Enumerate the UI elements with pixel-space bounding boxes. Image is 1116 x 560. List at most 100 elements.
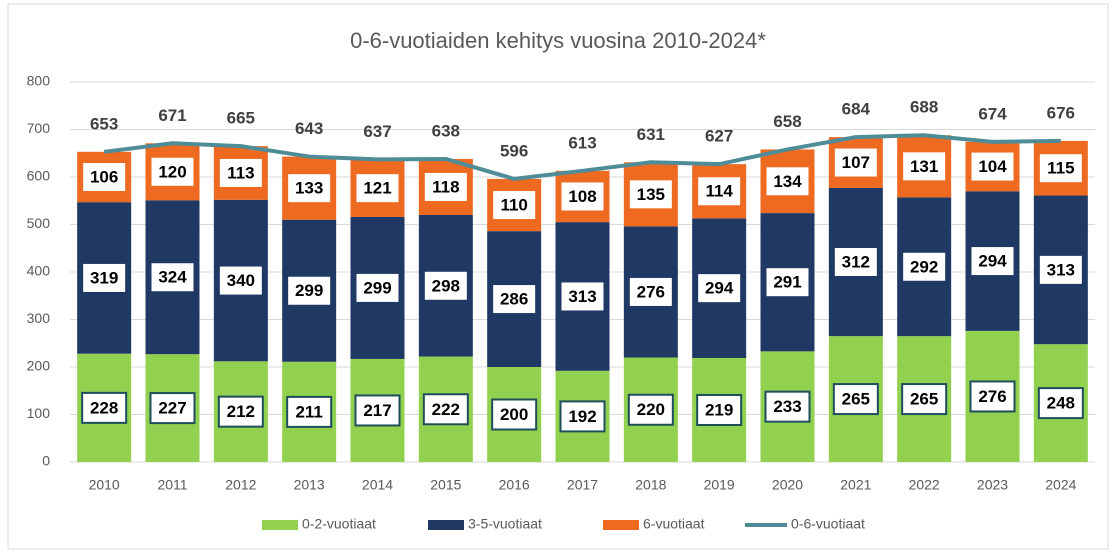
data-label-box xyxy=(422,170,469,203)
data-label-box xyxy=(354,394,401,427)
y-tick-label: 500 xyxy=(27,215,51,231)
data-label-box xyxy=(286,395,333,428)
data-label: 200 xyxy=(500,405,528,424)
data-label-box xyxy=(969,245,1016,278)
data-label: 631 xyxy=(637,125,665,144)
data-label: 233 xyxy=(773,397,801,416)
data-label-box xyxy=(559,280,606,313)
data-label: 228 xyxy=(90,398,118,417)
legend-label: 3-5-vuotiaat xyxy=(468,516,542,532)
data-label: 637 xyxy=(363,122,391,141)
data-label: 227 xyxy=(158,399,186,418)
data-label: 665 xyxy=(227,109,255,128)
data-label: 324 xyxy=(158,268,187,287)
data-label: 291 xyxy=(773,273,801,292)
x-tick-label: 2020 xyxy=(772,477,803,493)
data-label-box xyxy=(149,155,196,188)
x-tick-label: 2010 xyxy=(89,477,120,493)
x-tick-label: 2017 xyxy=(567,477,598,493)
data-label-box xyxy=(832,246,879,279)
data-label: 653 xyxy=(90,114,118,133)
data-label: 106 xyxy=(90,167,118,186)
chart-title: 0-6-vuotiaiden kehitys vuosina 2010-2024… xyxy=(350,28,766,53)
data-label: 613 xyxy=(568,133,596,152)
data-label-box xyxy=(422,269,469,302)
legend-swatch xyxy=(262,520,298,530)
x-tick-label: 2014 xyxy=(362,477,393,493)
data-label: 627 xyxy=(705,127,733,146)
data-label-box xyxy=(149,261,196,294)
data-label-box xyxy=(149,392,196,425)
data-label: 107 xyxy=(842,153,870,172)
data-label-box xyxy=(764,165,811,198)
data-label: 688 xyxy=(910,98,938,117)
data-label: 192 xyxy=(568,407,596,426)
data-label: 118 xyxy=(432,177,459,196)
x-tick-label: 2012 xyxy=(225,477,256,493)
y-tick-label: 400 xyxy=(27,263,51,279)
data-label-box xyxy=(354,172,401,205)
data-label: 319 xyxy=(90,268,118,287)
data-label: 658 xyxy=(773,112,801,131)
data-label-box xyxy=(491,398,538,431)
data-label: 684 xyxy=(842,100,871,119)
x-tick-label: 2015 xyxy=(430,477,461,493)
data-label: 276 xyxy=(978,387,1006,406)
data-label: 643 xyxy=(295,119,323,138)
data-label: 671 xyxy=(158,106,186,125)
data-label-box xyxy=(286,274,333,307)
x-tick-label: 2019 xyxy=(704,477,735,493)
data-label: 674 xyxy=(978,104,1007,123)
data-label: 596 xyxy=(500,141,528,160)
data-label: 638 xyxy=(432,121,460,140)
data-label: 298 xyxy=(432,276,460,295)
data-label: 217 xyxy=(363,401,391,420)
x-tick-label: 2018 xyxy=(635,477,666,493)
data-label: 104 xyxy=(978,157,1007,176)
data-label-box xyxy=(901,383,948,416)
data-label: 212 xyxy=(227,402,255,421)
data-label: 120 xyxy=(158,162,186,181)
data-label-box xyxy=(1037,253,1084,286)
data-label: 676 xyxy=(1047,103,1075,122)
legend-label: 0-6-vuotiaat xyxy=(791,516,865,532)
data-label-box xyxy=(81,161,128,193)
y-tick-label: 800 xyxy=(27,73,51,89)
data-label: 340 xyxy=(227,271,255,290)
data-label: 313 xyxy=(1047,260,1075,279)
data-label-box xyxy=(832,383,879,416)
data-label-box xyxy=(1037,387,1084,420)
data-label-box xyxy=(696,272,743,305)
y-tick-label: 600 xyxy=(27,168,51,184)
data-label-box xyxy=(354,271,401,304)
legend-swatch xyxy=(603,520,639,530)
data-label-box xyxy=(764,266,811,299)
data-label: 220 xyxy=(637,400,665,419)
data-label: 108 xyxy=(568,187,596,206)
data-label-box xyxy=(217,395,264,428)
legend-swatch xyxy=(428,520,464,530)
data-label-box xyxy=(217,264,264,297)
data-label: 265 xyxy=(910,390,938,409)
data-label-box xyxy=(217,156,264,189)
data-label-box xyxy=(764,390,811,423)
data-label-box xyxy=(901,250,948,283)
data-label-box xyxy=(491,283,538,316)
x-tick-label: 2024 xyxy=(1045,477,1076,493)
data-label-box xyxy=(969,380,1016,413)
y-tick-label: 0 xyxy=(42,453,50,469)
data-label: 133 xyxy=(295,179,323,198)
x-tick-label: 2021 xyxy=(840,477,871,493)
y-tick-label: 200 xyxy=(27,358,51,374)
legend-label: 0-2-vuotiaat xyxy=(302,516,376,532)
data-label-box xyxy=(559,400,606,433)
data-label: 299 xyxy=(363,278,391,297)
x-tick-label: 2023 xyxy=(977,477,1008,493)
data-label: 110 xyxy=(500,196,527,215)
data-label: 222 xyxy=(432,400,460,419)
data-label: 114 xyxy=(705,182,733,201)
data-label-box xyxy=(696,175,743,208)
data-label-box xyxy=(627,178,674,211)
data-label: 276 xyxy=(637,282,665,301)
data-label: 113 xyxy=(227,163,254,182)
